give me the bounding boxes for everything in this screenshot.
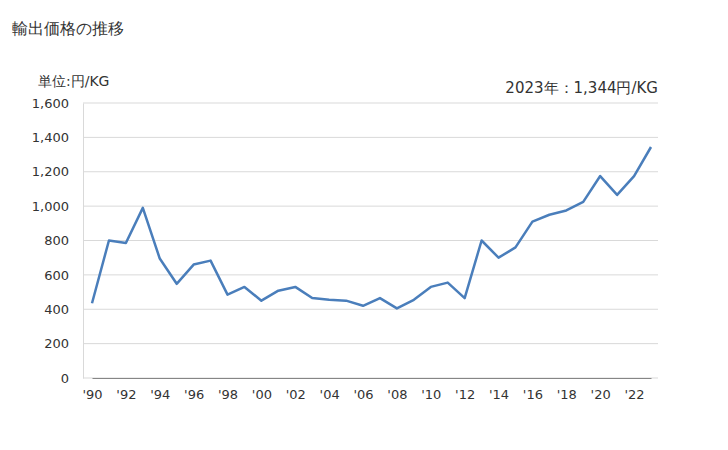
y-tick-label: 600 [44,268,69,283]
grid-line [83,171,658,172]
unit-label: 単位:円/KG [38,73,109,89]
annotation: 2023年：1,344円/KG [505,79,658,97]
x-tick: '14 [489,378,509,402]
y-tick-label: 200 [44,336,69,351]
series-line [92,147,651,308]
grid-line [83,137,658,138]
y-tick: 0 [61,371,83,386]
x-tick-label: '16 [523,387,543,402]
y-tick-label: 1,400 [32,130,69,145]
y-tick-label: 1,200 [32,164,69,179]
x-tick: '22 [624,378,644,402]
x-tick: '10 [421,378,441,402]
y-tick: 1,000 [32,199,83,214]
y-tick-label: 800 [44,233,69,248]
x-tick: '20 [591,378,611,402]
grid [83,103,658,378]
x-tick: '02 [286,378,306,402]
x-axis-line [93,378,652,379]
x-tick: '18 [557,378,577,402]
x-tick: '92 [116,378,136,402]
title: 輸出価格の推移 [12,19,124,38]
y-tick-label: 1,600 [32,96,69,111]
x-tick-label: '00 [252,387,272,402]
x-tick: '16 [523,378,543,402]
x-tick: '08 [387,378,407,402]
x-tick: '90 [82,378,102,402]
y-tick: 1,200 [32,164,83,179]
x-tick-label: '98 [218,387,238,402]
x-tick-label: '12 [455,387,475,402]
x-tick: '04 [320,378,340,402]
y-tick-label: 400 [44,302,69,317]
y-tick: 200 [44,336,83,351]
x-tick: '12 [455,378,475,402]
x-tick-label: '06 [353,387,373,402]
x-tick: '96 [184,378,204,402]
x-tick-label: '22 [624,387,644,402]
x-tick: '06 [353,378,373,402]
x-axis: '90 '92 '94 '96 '98 '00 '02 '04 '06 '08 '10 '12 '14 '… [82,378,651,402]
y-tick: 400 [44,302,83,317]
y-tick: 1,600 [32,96,83,111]
grid-line [83,240,658,241]
grid-line [83,378,658,379]
x-tick-label: '92 [116,387,136,402]
x-tick-label: '14 [489,387,509,402]
y-axis: 0 200 400 600 800 1,000 1,200 1,400 1,600 [32,96,84,386]
grid-line [83,103,658,104]
y-tick-label: 1,000 [32,199,69,214]
grid-line [83,343,658,344]
x-tick: '00 [252,378,272,402]
x-tick-label: '20 [591,387,611,402]
y-tick-label: 0 [61,371,69,386]
x-tick-label: '18 [557,387,577,402]
x-tick-label: '02 [286,387,306,402]
x-tick-label: '10 [421,387,441,402]
chart: 輸出価格の推移単位:円/KG 2023年：1,344円/KG 0 200 400 600 8… [0,0,728,450]
y-tick: 800 [44,233,83,248]
x-tick-label: '04 [320,387,340,402]
y-tick: 600 [44,268,83,283]
x-tick-label: '94 [150,387,170,402]
x-tick: '94 [150,378,170,402]
y-tick: 1,400 [32,130,83,145]
x-tick: '98 [218,378,238,402]
y-axis-line [83,104,84,379]
plot-area [92,147,651,308]
grid-line [83,309,658,310]
x-tick-label: '96 [184,387,204,402]
x-tick-label: '08 [387,387,407,402]
x-tick-label: '90 [82,387,102,402]
